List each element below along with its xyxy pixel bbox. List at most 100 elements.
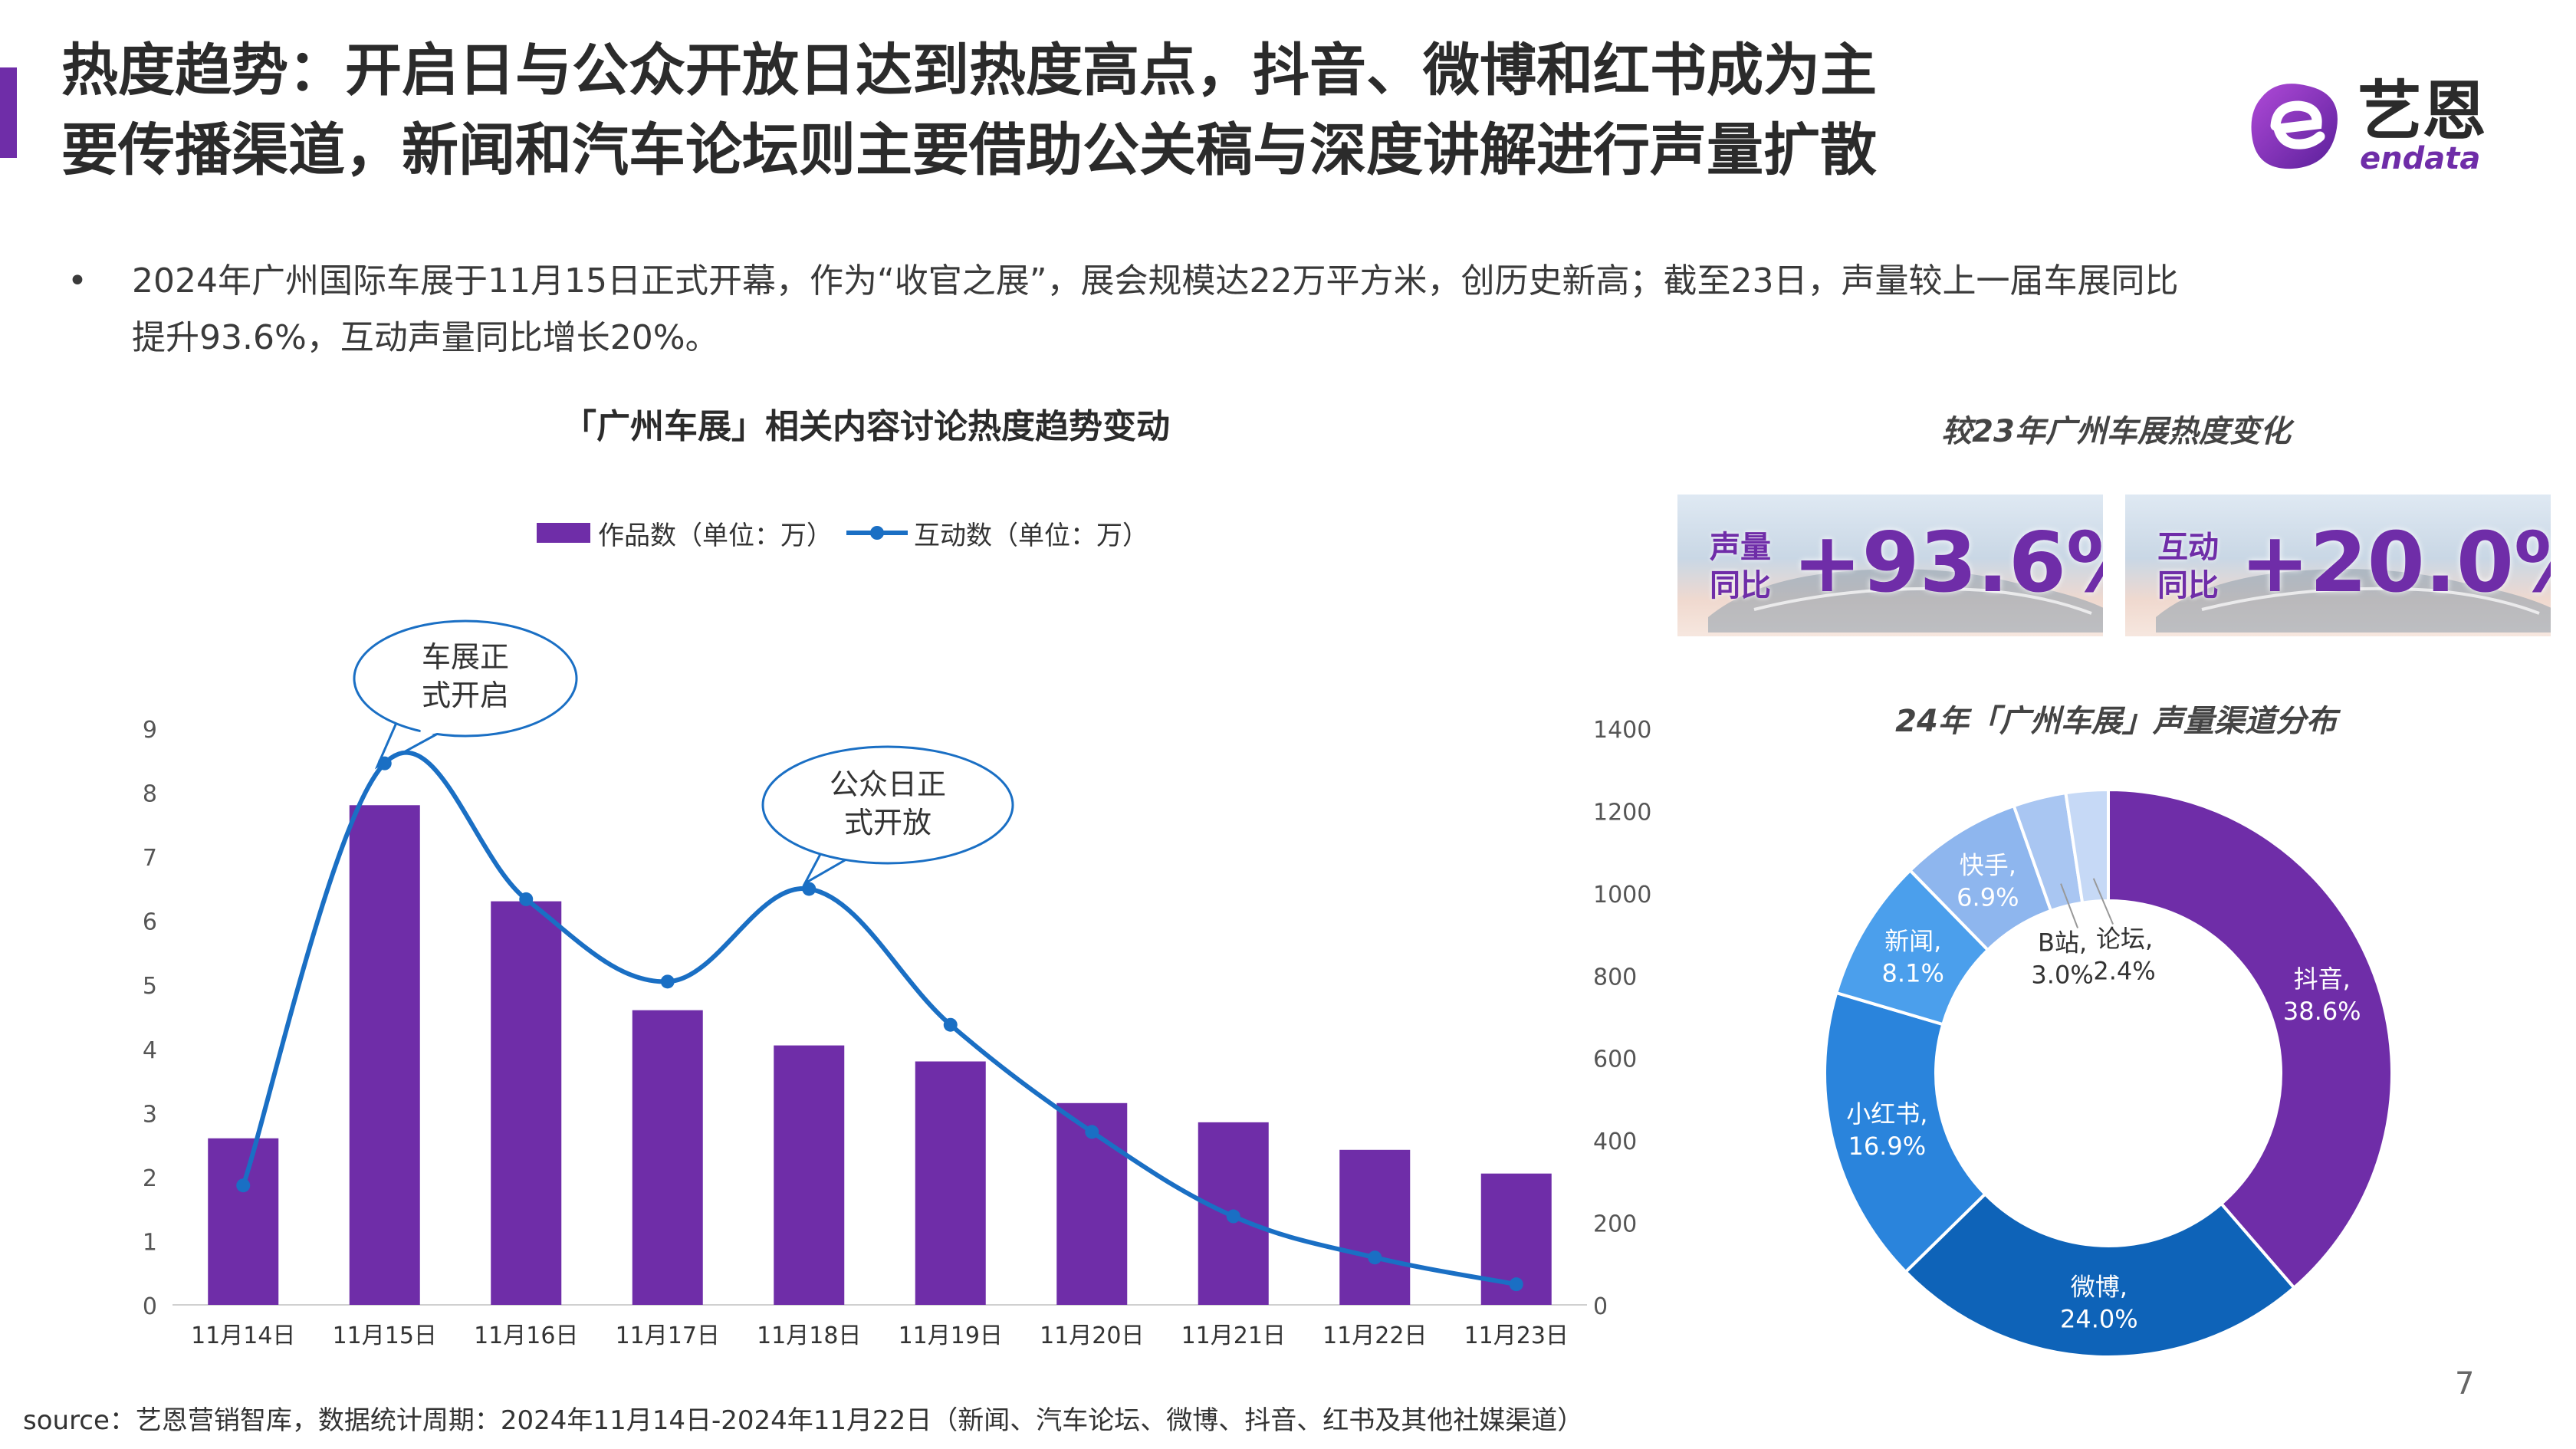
- y-right-tick-label: 1000: [1593, 882, 1651, 909]
- donut-chart-title: 24年「广州车展」声量渠道分布: [1895, 704, 2337, 739]
- x-tick-label: 11月16日: [474, 1322, 578, 1349]
- logo-english-text: endata: [2360, 141, 2481, 176]
- x-tick-label: 11月20日: [1040, 1322, 1144, 1349]
- callout-open-day-line2: 式开启: [422, 678, 509, 712]
- point-interactions-11月17日: [660, 974, 675, 989]
- point-interactions-11月19日: [943, 1017, 958, 1032]
- car-image-icon: [2156, 569, 2551, 632]
- point-interactions-11月16日: [519, 892, 534, 906]
- x-tick-label: 11月18日: [757, 1322, 861, 1349]
- car-image-icon: [1708, 569, 2103, 632]
- bullet-marker: •: [67, 261, 87, 301]
- yoy-change-title: 较23年广州车展热度变化: [1941, 414, 2291, 449]
- legend-bar-swatch: [537, 523, 590, 543]
- donut-label-value: 24.0%: [2060, 1304, 2138, 1333]
- card-volume-yoy: 声量 同比 +93.6%: [1677, 495, 2103, 636]
- donut-label-value: 3.0%: [2031, 961, 2093, 990]
- donut-label-value: 2.4%: [2093, 957, 2155, 986]
- y-left-tick-label: 7: [143, 845, 157, 872]
- callout-public-day: [761, 745, 1014, 865]
- callout-public-day-line2: 式开放: [844, 806, 932, 840]
- card-volume-label-line1: 声量: [1710, 530, 1771, 565]
- donut-slice-小红书: [1823, 991, 1988, 1274]
- point-interactions-11月20日: [1085, 1125, 1099, 1139]
- source-note: source：艺恩营销智库，数据统计周期：2024年11月14日-2024年11…: [23, 1405, 1584, 1436]
- card-volume-label: 声量 同比: [1710, 528, 1771, 605]
- endata-logo: 艺恩 endata: [2246, 71, 2522, 186]
- combo-chart: 车展正 式开启 公众日正 式开放 0 1 2 3 4 5 6 7 8 9 0 200 400 600 800…: [143, 619, 1651, 1349]
- bar-works-11月18日: [774, 1045, 845, 1305]
- card-interaction-value: +20.0%: [2240, 515, 2551, 611]
- y-right-tick-label: 400: [1593, 1129, 1637, 1155]
- donut-slice-论坛: [2064, 787, 2110, 905]
- accent-bar: [0, 67, 17, 158]
- y-right-tick-label: 1200: [1593, 799, 1651, 826]
- donut-label-name: 新闻,: [1884, 926, 1941, 955]
- donut-leader-line: [2092, 878, 2114, 925]
- callout-open-day: [353, 619, 578, 738]
- y-right-tick-label: 0: [1593, 1293, 1608, 1320]
- donut-label-value: 8.1%: [1882, 958, 1944, 987]
- y-left-tick-label: 0: [143, 1293, 157, 1320]
- bar-works-11月22日: [1339, 1149, 1411, 1305]
- card-interaction-label: 互动 同比: [2157, 528, 2219, 605]
- y-left-tick-label: 1: [143, 1229, 157, 1256]
- y-left-tick-label: 6: [143, 909, 157, 936]
- donut-label-name: B站,: [2038, 928, 2087, 958]
- donut-label-value: 6.9%: [1957, 882, 2019, 912]
- x-tick-label: 11月19日: [899, 1322, 1003, 1349]
- x-tick-label: 11月23日: [1464, 1322, 1569, 1349]
- donut-chart: 抖音, 38.6% 微博, 24.0% 小红书, 16.9% 新闻, 8.1% 快手, 6.9% B…: [1823, 787, 2394, 1359]
- y-right-tick-label: 200: [1593, 1211, 1637, 1238]
- point-interactions-11月14日: [236, 1178, 251, 1193]
- logo-chinese-text: 艺恩: [2358, 74, 2487, 149]
- x-tick-label: 11月22日: [1322, 1322, 1427, 1349]
- bar-works-11月17日: [632, 1010, 703, 1305]
- bullet-line-2: 提升93.6%，互动声量同比增长20%。: [132, 318, 719, 357]
- bar-works-11月14日: [208, 1138, 279, 1305]
- callout-open-day-line1: 车展正: [422, 640, 509, 674]
- card-interaction-label-line2: 同比: [2157, 568, 2219, 603]
- x-tick-label: 11月21日: [1181, 1322, 1286, 1349]
- x-tick-label: 11月14日: [191, 1322, 295, 1349]
- bar-works-11月19日: [915, 1061, 986, 1305]
- card-volume-value: +93.6%: [1792, 515, 2103, 611]
- chart-legend: 作品数（单位：万） 互动数（单位：万）: [537, 514, 1148, 552]
- legend-line-label: 互动数（单位：万）: [914, 520, 1148, 551]
- y-left-tick-label: 9: [143, 717, 157, 744]
- callout-public-day-line1: 公众日正: [830, 767, 946, 801]
- card-interaction-yoy: 互动 同比 +20.0%: [2125, 495, 2551, 636]
- y-left-tick-label: 3: [143, 1101, 157, 1128]
- page-number: 7: [2455, 1366, 2475, 1401]
- bar-works-11月15日: [349, 805, 420, 1305]
- card-volume-label-line2: 同比: [1710, 568, 1771, 603]
- point-interactions-11月22日: [1368, 1250, 1382, 1265]
- point-interactions-11月21日: [1226, 1209, 1240, 1224]
- donut-slice-微博: [1903, 1191, 2297, 1359]
- y-left-tick-label: 2: [143, 1165, 157, 1192]
- legend-bar-label: 作品数（单位：万）: [598, 520, 833, 551]
- legend-line-swatch: [846, 526, 908, 540]
- left-chart-title: 「广州车展」相关内容讨论热度趋势变动: [563, 407, 1170, 446]
- title-line-1: 热度趋势：开启日与公众开放日达到热度高点，抖音、微博和红书成为主: [61, 38, 1877, 104]
- point-interactions-11月15日: [377, 756, 392, 770]
- point-interactions-11月18日: [802, 882, 816, 896]
- card-interaction-label-line1: 互动: [2157, 530, 2219, 565]
- x-tick-label: 11月17日: [616, 1322, 720, 1349]
- donut-label-value: 38.6%: [2283, 997, 2361, 1026]
- donut-label-name: 论坛,: [2096, 925, 2153, 954]
- donut-label-name: 微博,: [2071, 1272, 2128, 1301]
- donut-leader-line: [2060, 883, 2079, 928]
- bullet-line-1: 2024年广州国际车展于11月15日正式开幕，作为“收官之展”，展会规模达22万…: [132, 261, 2179, 301]
- endata-logo-mark-icon: [2251, 84, 2338, 169]
- title-line-2: 要传播渠道，新闻和汽车论坛则主要借助公关稿与深度讲解进行声量扩散: [61, 117, 1877, 183]
- y-left-tick-label: 4: [143, 1037, 157, 1064]
- donut-label-name: 抖音,: [2294, 964, 2351, 994]
- donut-label-name: 小红书,: [1846, 1099, 1927, 1129]
- y-right-tick-label: 600: [1593, 1046, 1637, 1073]
- donut-label-name: 快手,: [1960, 850, 2016, 879]
- donut-slice-抖音: [2107, 787, 2394, 1290]
- y-left-tick-label: 5: [143, 973, 157, 1000]
- y-right-tick-label: 1400: [1593, 717, 1651, 744]
- x-tick-label: 11月15日: [333, 1322, 437, 1349]
